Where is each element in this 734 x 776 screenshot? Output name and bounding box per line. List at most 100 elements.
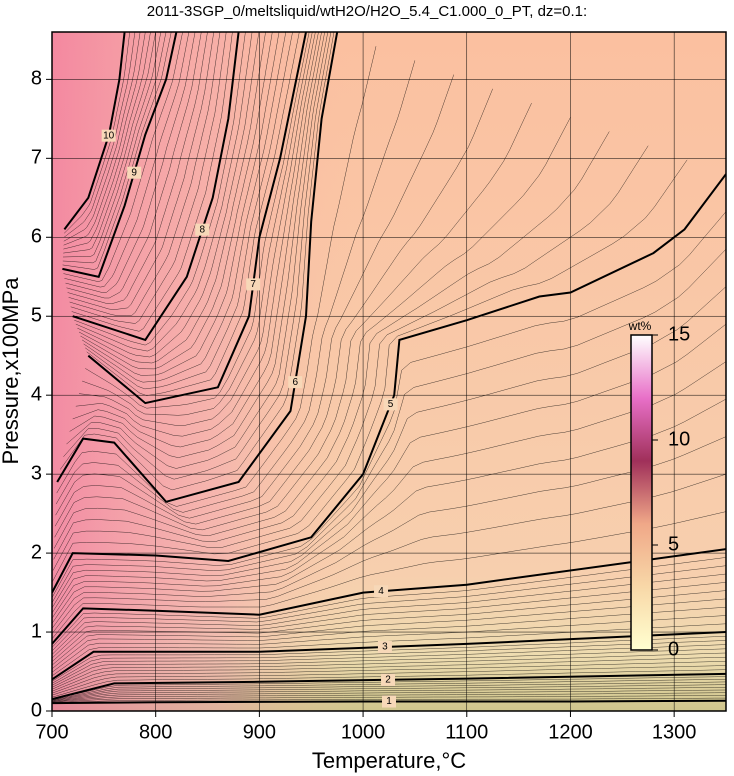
minor-contour bbox=[63, 32, 146, 246]
y-tick-label: 8 bbox=[31, 68, 42, 90]
contour-label-bg bbox=[288, 376, 303, 389]
plot-frame bbox=[51, 31, 727, 712]
minor-contour bbox=[60, 32, 335, 491]
minor-contour bbox=[66, 32, 202, 299]
y-tick-label: 3 bbox=[31, 462, 42, 484]
x-tick-label: 1000 bbox=[341, 721, 386, 743]
minor-contour bbox=[55, 60, 416, 513]
minor-contour bbox=[52, 681, 726, 701]
colorbar bbox=[630, 334, 653, 651]
minor-contour bbox=[81, 32, 280, 376]
minor-contour bbox=[69, 32, 221, 316]
minor-contour bbox=[52, 689, 726, 702]
minor-contour bbox=[52, 159, 688, 582]
contour-label-bg bbox=[195, 223, 210, 236]
chart-title: 2011-3SGP_0/meltsliquid/wtH2O/H2O_5.4_C1… bbox=[147, 3, 587, 20]
contour-label-bg bbox=[383, 398, 398, 411]
contour-label: 3 bbox=[382, 642, 388, 653]
x-tick-label: 700 bbox=[35, 721, 68, 743]
minor-contour bbox=[63, 32, 332, 480]
x-tick-label: 800 bbox=[139, 721, 172, 743]
contour-label: 6 bbox=[292, 377, 298, 388]
minor-contour bbox=[68, 32, 215, 310]
y-tick-label: 2 bbox=[31, 541, 42, 563]
y-tick-label: 5 bbox=[31, 305, 42, 327]
contour-label: 10 bbox=[103, 130, 115, 141]
minor-contour bbox=[69, 32, 325, 458]
minor-contour bbox=[52, 661, 726, 694]
minor-contour bbox=[64, 32, 190, 288]
contour-line bbox=[72, 32, 240, 342]
contour-label-bg bbox=[377, 641, 392, 654]
minor-contour bbox=[53, 117, 571, 549]
minor-contour bbox=[53, 131, 610, 560]
colorbar-tick-label: 10 bbox=[668, 428, 690, 450]
contour-label: 2 bbox=[385, 674, 391, 685]
minor-contour bbox=[78, 32, 316, 426]
minor-contour bbox=[52, 145, 649, 571]
minor-contour bbox=[85, 32, 310, 409]
minor-contour bbox=[52, 692, 726, 703]
minor-contour bbox=[67, 32, 208, 305]
minor-contour bbox=[52, 286, 726, 609]
plot-shading bbox=[52, 32, 726, 711]
contour-line bbox=[56, 32, 339, 503]
minor-contour bbox=[52, 398, 726, 624]
minor-contour bbox=[52, 665, 726, 696]
minor-contour bbox=[62, 32, 162, 258]
minor-contour bbox=[52, 361, 726, 619]
contour-label-bg bbox=[127, 166, 142, 179]
minor-contour bbox=[54, 102, 532, 538]
minor-contour bbox=[52, 573, 726, 655]
contour-line bbox=[52, 699, 726, 705]
minor-contour bbox=[65, 32, 196, 293]
minor-contour bbox=[52, 684, 726, 701]
minor-contour bbox=[77, 32, 260, 358]
minor-contour bbox=[82, 32, 313, 416]
y-tick-label: 4 bbox=[31, 383, 42, 405]
minor-contour bbox=[52, 211, 726, 598]
contour-label-bg bbox=[381, 695, 396, 708]
contour-line bbox=[52, 173, 726, 594]
minor-contour bbox=[80, 32, 273, 370]
minor-contour bbox=[52, 640, 726, 684]
minor-contour bbox=[78, 32, 266, 364]
colorbar-tick-label: 0 bbox=[668, 638, 679, 660]
minor-contour bbox=[75, 32, 253, 352]
minor-contour bbox=[75, 32, 319, 437]
minor-contour bbox=[83, 32, 287, 383]
x-tick-label: 1200 bbox=[548, 721, 593, 743]
minor-contour bbox=[63, 32, 151, 250]
minor-contour bbox=[52, 511, 726, 639]
colorbar-tick-label: 15 bbox=[668, 323, 690, 345]
contour-label-bg bbox=[374, 585, 389, 598]
y-tick-label: 0 bbox=[31, 699, 42, 721]
x-axis-label: Temperature,°C bbox=[312, 748, 466, 773]
x-tick-label: 900 bbox=[243, 721, 276, 743]
minor-contour bbox=[52, 648, 726, 688]
minor-contour bbox=[52, 590, 726, 662]
minor-contour bbox=[62, 32, 167, 264]
contour-label-bg bbox=[246, 278, 261, 291]
contour-label: 8 bbox=[199, 224, 205, 235]
y-tick-label: 1 bbox=[31, 620, 42, 642]
contour-label-bg bbox=[101, 129, 116, 142]
minor-contour bbox=[85, 32, 293, 390]
minor-contour bbox=[66, 32, 329, 469]
minor-contour bbox=[63, 32, 156, 254]
minor-contour bbox=[52, 565, 726, 652]
minor-contour bbox=[52, 687, 726, 702]
minor-contour bbox=[52, 598, 726, 666]
minor-contour bbox=[52, 582, 726, 659]
minor-contour bbox=[54, 88, 493, 527]
minor-contour bbox=[63, 32, 141, 242]
contour-label: 5 bbox=[388, 399, 394, 410]
minor-contour bbox=[52, 656, 726, 692]
minor-contour bbox=[63, 32, 136, 238]
x-tick-label: 1300 bbox=[652, 721, 697, 743]
minor-contour bbox=[72, 32, 322, 448]
contour-label-bg bbox=[381, 673, 396, 686]
x-tick-label: 1100 bbox=[445, 721, 488, 743]
minor-contour bbox=[56, 46, 377, 507]
